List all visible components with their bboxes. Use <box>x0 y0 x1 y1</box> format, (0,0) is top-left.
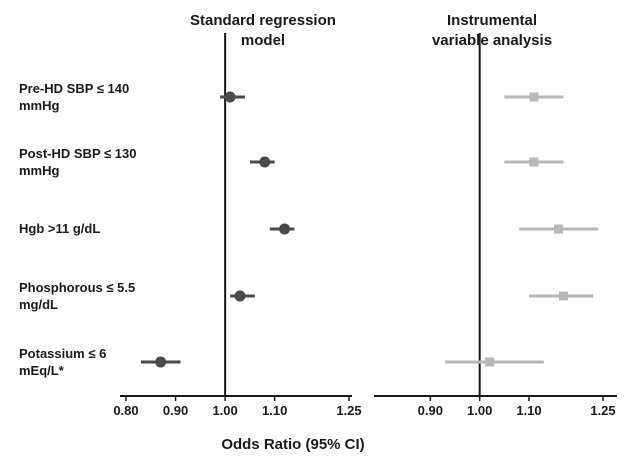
row-label-4-line-1: Phosphorous ≤ 5.5 <box>19 280 135 295</box>
panel-1-estimate-1 <box>224 91 236 103</box>
panel-1-title-line-2: model <box>241 32 285 49</box>
panel-2-tick-label-4: 1.25 <box>590 403 615 418</box>
panel-2-tick-label-1: 0.90 <box>418 403 443 418</box>
row-label-1-line-1: Pre-HD SBP ≤ 140 <box>19 81 129 96</box>
panel-2-estimate-3 <box>554 224 564 234</box>
x-axis-title: Odds Ratio (95% CI) <box>221 436 364 453</box>
panel-1-tick-label-4: 1.10 <box>262 403 287 418</box>
panel-2-title-line-1: Instrumental <box>447 12 537 29</box>
row-label-2-line-1: Post-HD SBP ≤ 130 <box>19 146 136 161</box>
row-label-5-line-1: Potassium ≤ 6 <box>19 346 106 361</box>
panel-2: Instrumental variable analysis 0.90 1.00 1.1… <box>374 12 617 418</box>
panel-2-estimate-4 <box>559 291 569 301</box>
row-label-4-line-2: mg/dL <box>19 297 58 312</box>
panel-1: Standard regression model 0.80 0.90 1.00 1.10… <box>113 12 361 418</box>
panel-1-tick-label-3: 1.00 <box>212 403 237 418</box>
row-labels: Pre-HD SBP ≤ 140 mmHg Post-HD SBP ≤ 130 mmH… <box>19 81 136 378</box>
panel-1-estimate-5 <box>155 356 167 368</box>
panel-1-title-line-1: Standard regression <box>190 12 336 29</box>
panel-2-estimate-2 <box>529 157 539 167</box>
panels: Standard regression model 0.80 0.90 1.00 1.10… <box>113 12 617 418</box>
panel-1-estimate-4 <box>234 290 246 302</box>
panel-2-tick-label-3: 1.10 <box>516 403 541 418</box>
panel-1-tick-label-2: 0.90 <box>163 403 188 418</box>
panel-1-estimate-2 <box>259 156 271 168</box>
panel-2-estimate-1 <box>529 92 539 102</box>
row-label-1-line-2: mmHg <box>19 98 60 113</box>
row-label-2-line-2: mmHg <box>19 163 60 178</box>
panel-2-estimate-5 <box>485 357 495 367</box>
panel-1-tick-label-5: 1.25 <box>336 403 361 418</box>
panel-2-title-line-2: variable analysis <box>432 32 552 49</box>
row-label-3-line-1: Hgb >11 g/dL <box>19 221 100 236</box>
panel-2-tick-label-2: 1.00 <box>467 403 492 418</box>
panel-1-estimate-3 <box>279 223 291 235</box>
row-label-5-line-2: mEq/L* <box>19 363 65 378</box>
panel-1-tick-label-1: 0.80 <box>113 403 138 418</box>
